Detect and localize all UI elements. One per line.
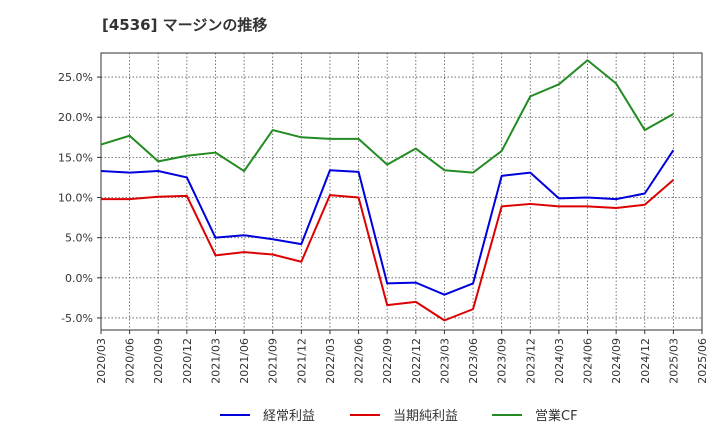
x-tick-label: 2022/06 bbox=[353, 338, 366, 384]
legend-label: 経常利益 bbox=[263, 409, 315, 424]
x-tick-label: 2023/09 bbox=[496, 338, 509, 384]
x-tick-label: 2024/09 bbox=[610, 338, 623, 384]
y-tick-label: 20.0% bbox=[58, 111, 93, 124]
chart-title: [4536] マージンの推移 bbox=[102, 16, 267, 34]
legend-label: 当期純利益 bbox=[393, 409, 458, 424]
x-tick-label: 2020/03 bbox=[95, 338, 108, 384]
x-tick-label: 2022/03 bbox=[324, 338, 337, 384]
x-tick-label: 2024/06 bbox=[582, 338, 595, 384]
legend-item-1: 経常利益 bbox=[220, 409, 315, 424]
y-tick-label: 5.0% bbox=[65, 232, 93, 245]
x-tick-label: 2023/12 bbox=[524, 338, 537, 384]
x-tick-label: 2020/06 bbox=[124, 338, 137, 384]
y-tick-label: 25.0% bbox=[58, 71, 93, 84]
x-tick-label: 2020/12 bbox=[181, 338, 194, 384]
series-line-3 bbox=[100, 59, 674, 174]
legend-item-2: 当期純利益 bbox=[350, 409, 458, 424]
legend-label: 営業CF bbox=[535, 408, 578, 424]
x-tick-label: 2021/06 bbox=[238, 338, 251, 384]
x-tick-label: 2024/12 bbox=[639, 338, 652, 384]
y-tick-label: 10.0% bbox=[58, 192, 93, 205]
series-line-1 bbox=[100, 149, 675, 296]
plot-border bbox=[100, 52, 703, 331]
x-tick-label: 2021/09 bbox=[267, 338, 280, 384]
x-tick-label: 2025/06 bbox=[696, 338, 709, 384]
x-tick-label: 2025/03 bbox=[667, 338, 680, 384]
x-tick-label: 2023/03 bbox=[438, 338, 451, 384]
plot-background bbox=[101, 53, 702, 330]
x-tick-label: 2023/06 bbox=[467, 338, 480, 384]
y-tick-label: 15.0% bbox=[58, 151, 93, 164]
x-tick-label: 2020/09 bbox=[152, 338, 165, 384]
series-line-2 bbox=[101, 179, 675, 322]
legend: 経常利益 当期純利益 営業CF bbox=[220, 408, 578, 424]
x-tick-label: 2021/03 bbox=[209, 338, 222, 384]
x-tick-label: 2022/09 bbox=[381, 338, 394, 384]
x-tick-label: 2022/12 bbox=[410, 338, 423, 384]
y-tick-label: -5.0% bbox=[61, 312, 93, 325]
x-tick-label: 2021/12 bbox=[295, 338, 308, 384]
plot-area: -5.0% 0.0% 5.0% 10.0% 15.0% 20.0% 25.0% 2020/03… bbox=[58, 52, 709, 384]
y-tick-label: 0.0% bbox=[65, 272, 93, 285]
legend-item-3: 営業CF bbox=[492, 408, 578, 424]
x-tick-label: 2024/03 bbox=[553, 338, 566, 384]
